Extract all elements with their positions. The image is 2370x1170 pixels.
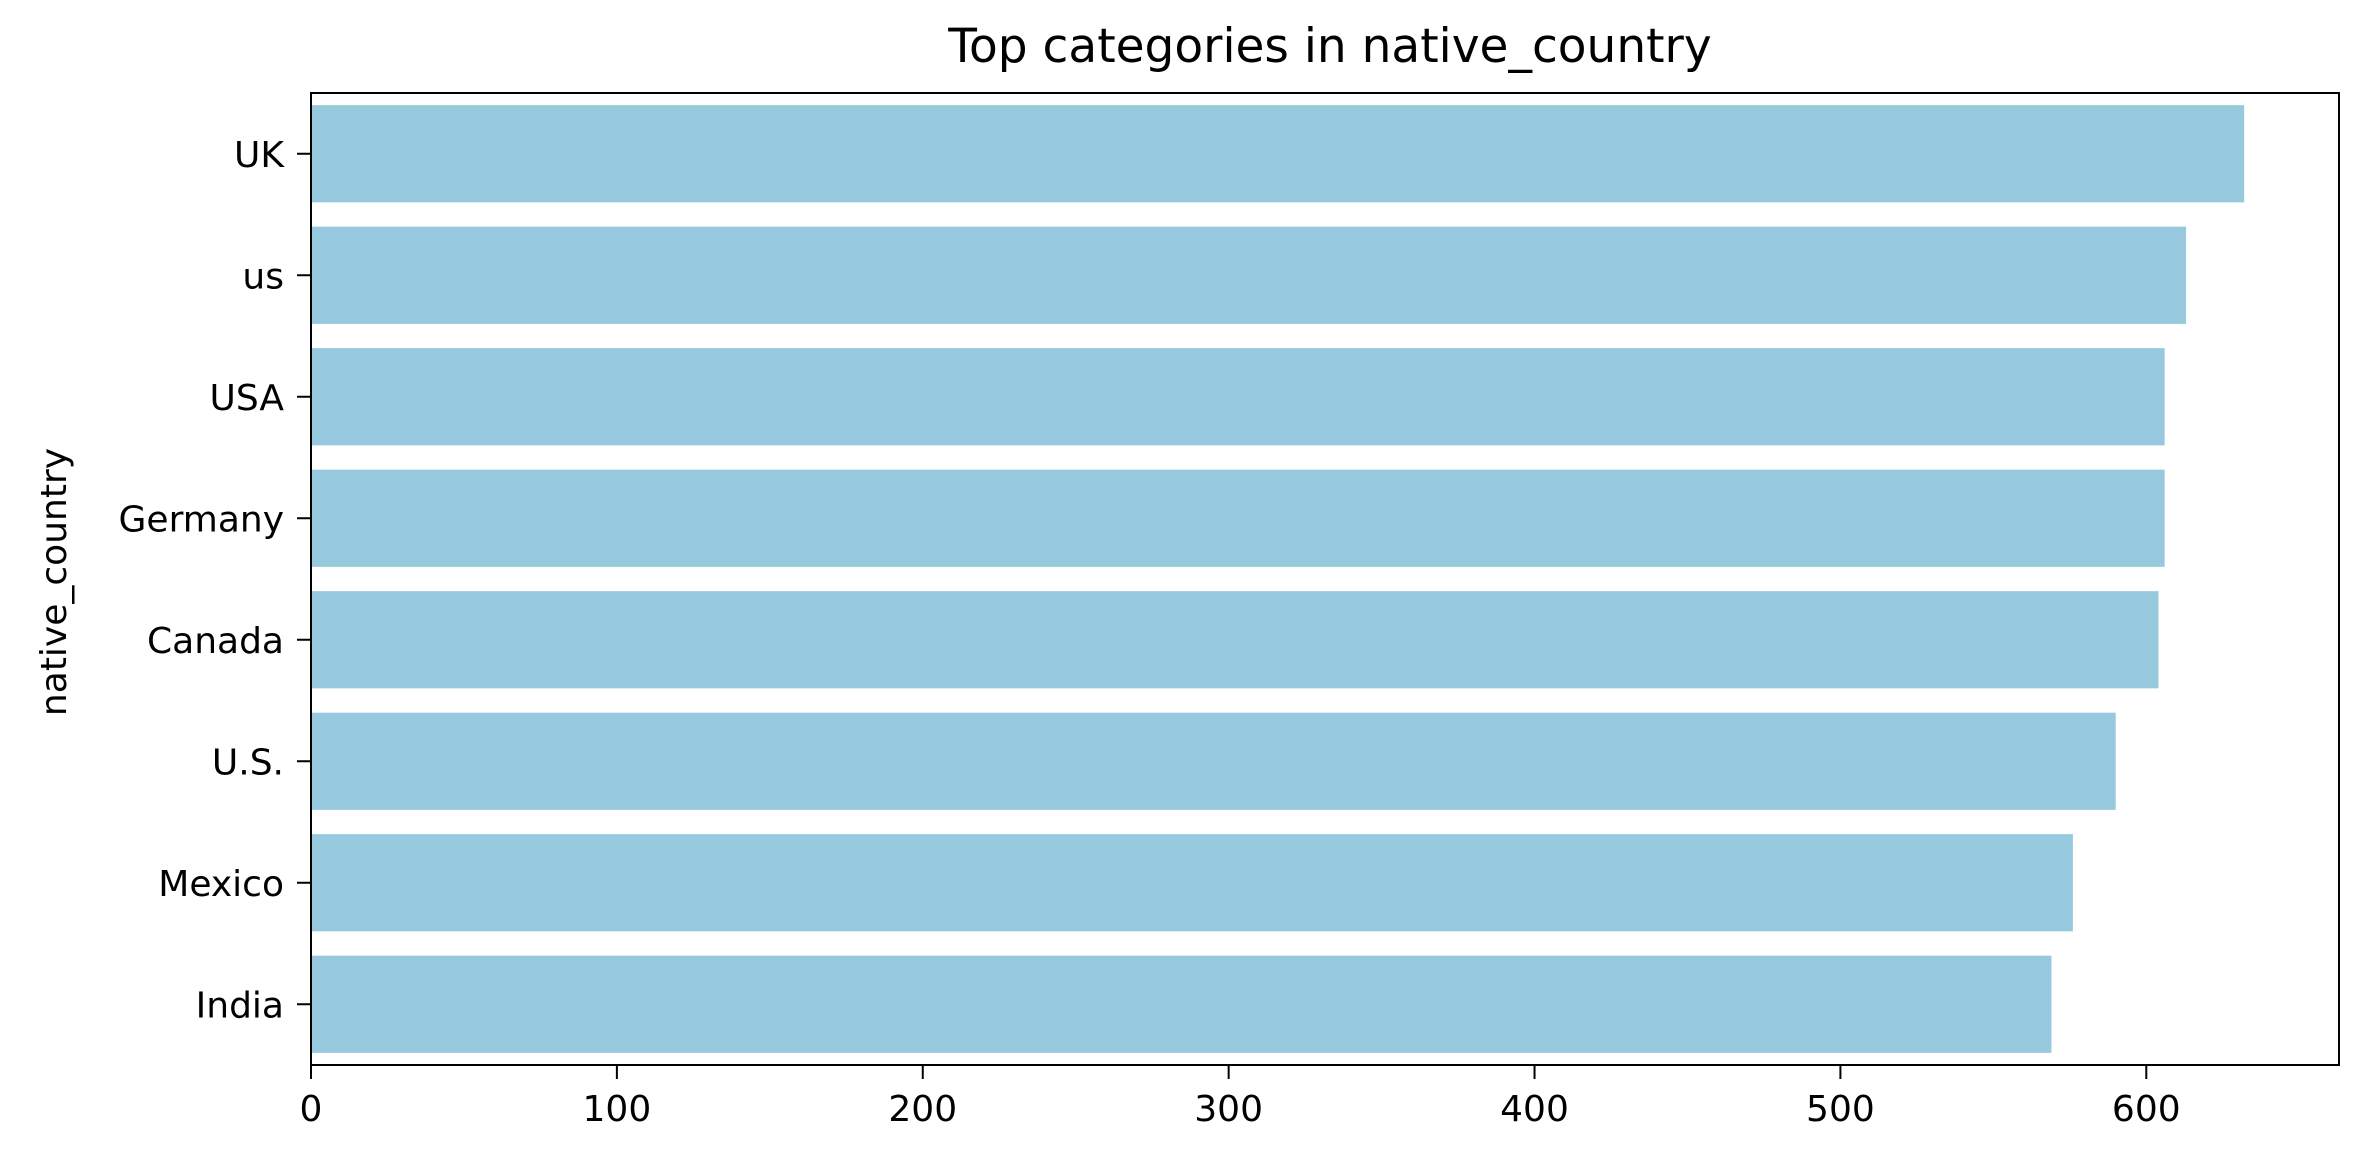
bar-uk: [311, 105, 2245, 203]
plot-frame: [310, 92, 2340, 1066]
y-axis-label: native_country: [34, 448, 75, 716]
ticks-layer: UK us USA Germany Canada U.S. Mexico India 0 100 2…: [119, 135, 2181, 1130]
y-tick-label: U.S.: [212, 742, 284, 783]
bar-india: [311, 955, 2052, 1053]
x-tick-label: 300: [1194, 1089, 1263, 1130]
y-tick-label: Canada: [147, 621, 284, 662]
bar-germany: [311, 469, 2165, 567]
x-tick-label: 600: [2112, 1089, 2181, 1130]
bars-layer: [311, 105, 2245, 1053]
y-tick-label: Mexico: [158, 864, 284, 905]
y-tick-label: us: [242, 256, 284, 297]
x-tick-label: 100: [583, 1089, 652, 1130]
y-tick-label: UK: [234, 135, 285, 176]
bar-mexico: [311, 834, 2073, 932]
y-tick-label: India: [196, 985, 284, 1026]
x-tick-label: 400: [1500, 1089, 1569, 1130]
chart-title: Top categories in native_country: [947, 19, 1711, 74]
x-tick-label: 0: [300, 1089, 323, 1130]
bar-u-s: [311, 712, 2116, 810]
bar-canada: [311, 591, 2159, 689]
x-tick-label: 500: [1806, 1089, 1875, 1130]
bar-usa: [311, 348, 2165, 446]
bar-us: [311, 226, 2187, 324]
y-tick-label: Germany: [119, 499, 284, 540]
x-tick-label: 200: [888, 1089, 957, 1130]
y-tick-label: USA: [210, 378, 285, 419]
